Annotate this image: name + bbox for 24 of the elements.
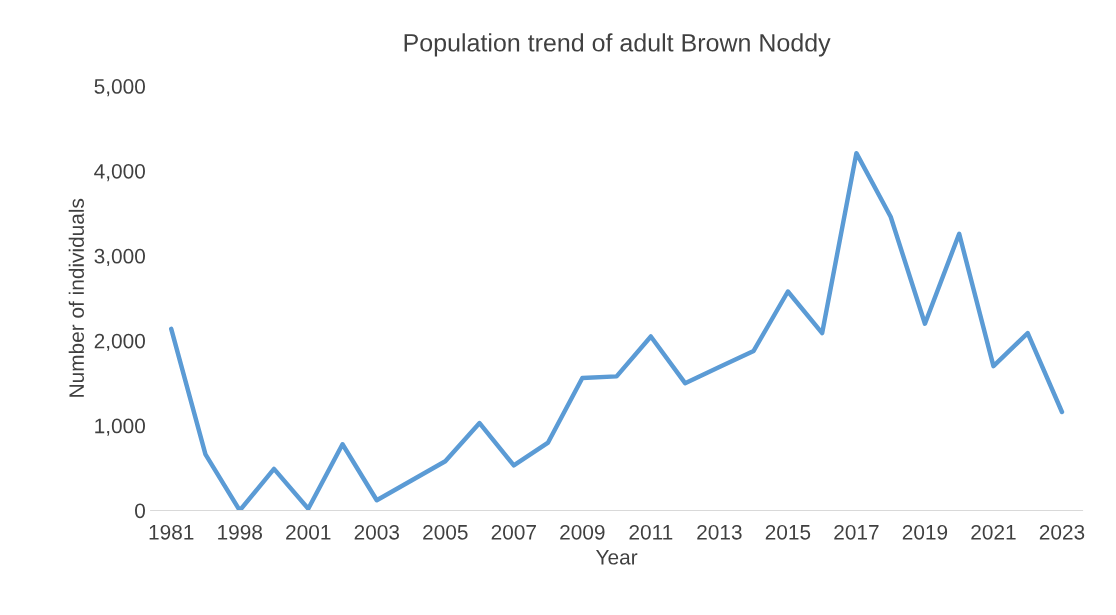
chart-title: Population trend of adult Brown Noddy [404, 33, 831, 57]
y-axis-title: Number of individuals [68, 198, 84, 397]
x-tick-label: 2023 [1039, 524, 1085, 540]
x-tick-label: 2005 [423, 524, 468, 540]
y-tick-label: 5,000 [94, 79, 145, 97]
y-tick-label: 0 [135, 503, 145, 519]
x-tick-label: 2015 [765, 524, 811, 540]
y-tick-label: 3,000 [94, 248, 145, 267]
line-series [169, 150, 1065, 511]
x-tick-label: 2019 [902, 524, 948, 540]
x-tick-label: 2001 [286, 524, 331, 540]
x-tick-label: 2009 [560, 524, 605, 540]
x-tick-label: 2013 [697, 524, 742, 540]
x-axis-title: Year [596, 550, 638, 565]
x-tick-label: 2003 [354, 524, 400, 540]
x-tick-label: 1998 [218, 524, 262, 540]
x-tick-label: 2017 [834, 524, 879, 540]
x-tick-label: 2011 [629, 524, 673, 540]
y-tick-label: 4,000 [94, 163, 145, 182]
x-tick-label: 2007 [491, 524, 536, 540]
y-tick-label: 1,000 [95, 418, 145, 436]
x-tick-label: 1981 [149, 524, 194, 540]
y-tick-label: 2,000 [94, 333, 145, 351]
x-tick-label: 2021 [971, 524, 1016, 540]
